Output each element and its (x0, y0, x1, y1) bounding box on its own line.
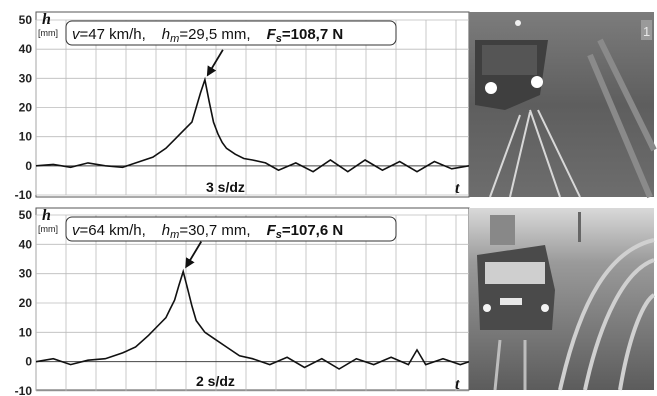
y-tick-label: 30 (19, 267, 33, 281)
height-value: =29,5 mm, (179, 26, 250, 43)
force-value: =107,6 N (282, 222, 343, 239)
height-subscript: m (170, 229, 179, 241)
height-label: h (162, 26, 170, 43)
x-axis-label: t (455, 376, 460, 393)
y-tick-label: 40 (19, 42, 33, 56)
y-tick-label: 0 (25, 355, 32, 369)
series-line (35, 268, 470, 370)
time-scale-label: 3 s/dz (206, 179, 245, 195)
force-value: =108,7 N (282, 26, 343, 43)
force-label: F (267, 222, 277, 239)
grid (35, 19, 469, 196)
force-subscript: s (276, 33, 282, 45)
y-tick-label: 30 (19, 71, 33, 85)
info-text: v=47 km/h, hm=29,5 mm, Fs=108,7 N (72, 26, 343, 45)
y-tick-labels: -10 0 10 20 30 40 50 (15, 208, 33, 396)
y-tick-label: 10 (19, 325, 33, 339)
y-tick-label: 50 (19, 208, 33, 222)
speed-label: v (72, 222, 81, 239)
y-axis-unit: [mm] (38, 224, 58, 234)
x-axis-label: t (455, 180, 460, 197)
y-tick-label: 0 (25, 159, 32, 173)
info-box (65, 20, 397, 46)
force-subscript: s (276, 229, 282, 241)
info-text: v=64 km/h, hm=30,7 mm, Fs=107,6 N (72, 222, 343, 241)
y-tick-label: 20 (19, 101, 33, 115)
peak-arrow (206, 49, 224, 77)
speed-value: =47 km/h, (80, 26, 146, 43)
y-axis-label: h (42, 11, 51, 28)
height-value: =30,7 mm, (179, 222, 250, 239)
y-tick-labels: -10 0 10 20 30 40 50 (15, 13, 33, 202)
speed-label: v (72, 26, 81, 43)
y-tick-label: 10 (19, 130, 33, 144)
y-tick-label: -10 (15, 384, 33, 396)
force-label: F (267, 26, 277, 43)
night-train-photo: 1 (469, 12, 657, 199)
y-axis-label: h (42, 207, 51, 224)
y-axis-unit: [mm] (38, 28, 58, 38)
time-scale-label: 2 s/dz (196, 373, 235, 389)
speed-value: =64 km/h, (80, 222, 146, 239)
series-line (35, 76, 470, 173)
day-train-photo (469, 208, 656, 391)
info-box (65, 216, 397, 242)
height-subscript: m (170, 33, 179, 45)
peak-arrow (185, 241, 202, 269)
y-tick-label: 40 (19, 237, 33, 251)
height-label: h (162, 222, 170, 239)
y-tick-label: 50 (19, 13, 33, 27)
y-tick-label: 20 (19, 296, 33, 310)
y-tick-label: -10 (15, 188, 33, 202)
photo-badge: 1 (643, 24, 650, 39)
